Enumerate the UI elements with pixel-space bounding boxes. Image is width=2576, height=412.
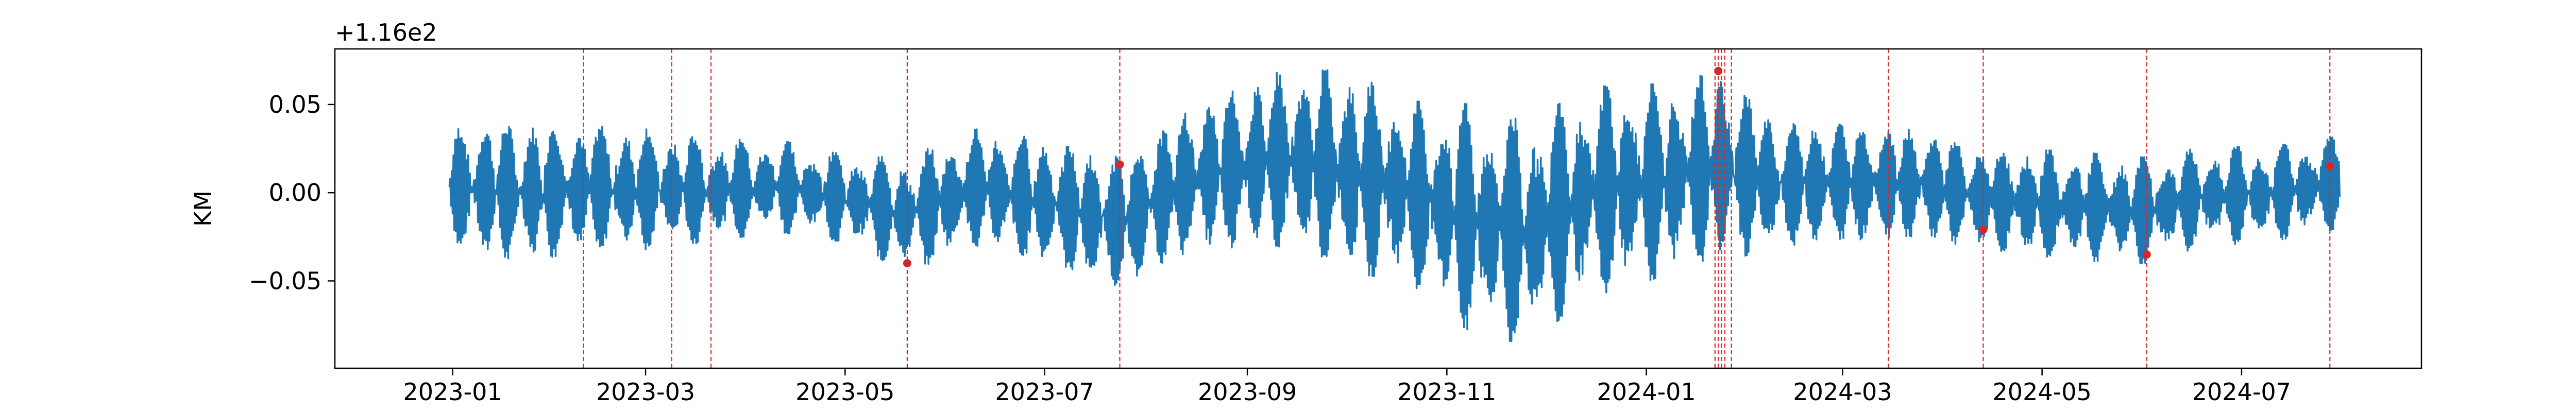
x-tick-label-8: 2024-05 (1993, 378, 2092, 406)
x-tick-label-7: 2024-03 (1793, 378, 1892, 406)
event-marker-1 (1115, 160, 1124, 169)
y-tick-label-2: −0.05 (249, 267, 321, 295)
event-marker-5 (2326, 162, 2334, 170)
y-tick-label-1: 0.00 (269, 179, 321, 207)
x-tick-label-3: 2023-07 (995, 378, 1094, 406)
y-axis: 0.05 0.00 −0.05 (249, 91, 335, 295)
event-marker-3 (1979, 226, 1988, 234)
x-tick-label-6: 2024-01 (1597, 378, 1696, 406)
y-tick-label-0: 0.05 (269, 91, 321, 118)
x-tick-label-2: 2023-05 (795, 378, 894, 406)
y-axis-label: KM (189, 191, 217, 227)
event-markers-layer (903, 66, 2334, 268)
y-axis-offset-label: +1.16e2 (335, 19, 437, 46)
x-tick-label-5: 2023-11 (1397, 378, 1496, 406)
x-tick-label-0: 2023-01 (403, 378, 502, 406)
x-tick-label-1: 2023-03 (596, 378, 695, 406)
series-line-0 (448, 69, 2341, 342)
event-marker-4 (2142, 250, 2151, 259)
event-marker-2 (1714, 66, 1723, 75)
x-tick-label-9: 2024-07 (2192, 378, 2291, 406)
event-marker-0 (903, 259, 911, 268)
x-tick-label-4: 2023-09 (1198, 378, 1297, 406)
x-axis: 2023-01 2023-03 2023-05 2023-07 2023-09 2023-… (403, 368, 2291, 406)
series-layer (448, 69, 2341, 342)
plot-frame (334, 48, 2422, 369)
